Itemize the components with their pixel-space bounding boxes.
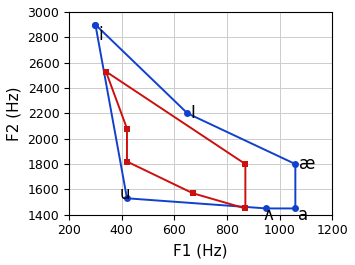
Text: a: a [298,206,308,224]
Text: u: u [120,186,130,204]
Text: i: i [98,26,103,44]
Text: æ: æ [299,155,315,173]
Y-axis label: F2 (Hz): F2 (Hz) [7,86,22,141]
Text: I: I [191,104,196,122]
X-axis label: F1 (Hz): F1 (Hz) [173,243,228,258]
Text: ʌ: ʌ [264,206,274,224]
